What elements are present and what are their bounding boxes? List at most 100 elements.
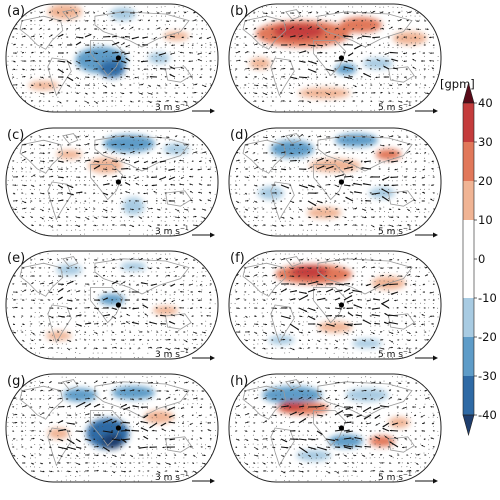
anomaly-region <box>45 331 72 341</box>
anomaly-region <box>307 207 342 219</box>
anomaly-region <box>56 150 83 159</box>
map-frame <box>228 373 442 483</box>
scale-label: 5 m s−1 <box>378 225 412 237</box>
anomaly-region <box>309 158 361 173</box>
anomaly-region <box>28 81 59 90</box>
panel-label: (a) <box>7 4 26 19</box>
scale-label: 5 m s−1 <box>378 348 412 360</box>
colorbar-segment <box>463 103 474 143</box>
colorbar-tick-label: 0 <box>478 252 486 266</box>
anomaly-region <box>163 143 190 155</box>
center-point-marker <box>115 302 122 308</box>
map-panel-g <box>5 373 219 483</box>
map-panel-d <box>228 127 442 237</box>
scale-label: 3 m s−1 <box>155 348 189 360</box>
reference-arrow <box>192 355 215 361</box>
panel-label: (g) <box>7 374 26 389</box>
anomaly-region <box>328 434 363 448</box>
map-panel-f <box>228 250 442 360</box>
panel-label: (h) <box>230 374 249 389</box>
colorbar-unit-label: [gpm] <box>440 77 475 91</box>
map-frame <box>5 250 219 360</box>
scale-label: 3 m s−1 <box>155 225 189 237</box>
colorbar-tick-label: 20 <box>478 174 493 188</box>
anomaly-region <box>257 186 284 200</box>
colorbar-tick-label: -20 <box>478 330 497 344</box>
map-frame <box>5 3 219 113</box>
reference-arrow <box>415 355 438 361</box>
scale-label: 5 m s−1 <box>378 471 412 483</box>
anomaly-region <box>369 435 395 447</box>
reference-arrow <box>415 108 438 114</box>
anomaly-region <box>249 58 271 69</box>
colorbar-segment <box>463 337 474 377</box>
map-panel-a <box>5 3 219 113</box>
anomaly-region <box>296 450 331 461</box>
scale-label: 5 m s−1 <box>378 101 412 113</box>
colorbar-segment <box>463 298 474 338</box>
anomaly-region <box>352 339 383 348</box>
map-frame <box>228 250 442 360</box>
colorbar-segment <box>463 376 474 416</box>
center-point-marker <box>115 55 122 61</box>
anomaly-region <box>56 264 83 276</box>
panel-label: (e) <box>7 251 26 266</box>
colorbar-tick-label: 30 <box>478 135 493 149</box>
reference-arrow <box>192 232 215 238</box>
map-frame <box>228 127 442 237</box>
reference-arrow <box>192 478 215 484</box>
map-frame <box>5 373 219 483</box>
anomaly-region <box>345 388 389 402</box>
center-point-marker <box>338 179 345 185</box>
map-panel-b <box>228 3 442 113</box>
colorbar-tick-label: 40 <box>478 96 493 110</box>
panel-label: (c) <box>7 128 25 143</box>
anomaly-region <box>317 321 353 333</box>
anomaly-region <box>148 52 170 64</box>
anomaly-region <box>290 265 329 279</box>
colorbar-segment <box>463 181 474 221</box>
map-panel-e <box>5 250 219 360</box>
panel-label: (b) <box>230 4 249 19</box>
anomaly-region <box>152 306 179 315</box>
anomaly-region <box>144 410 175 424</box>
center-point-marker <box>338 302 345 308</box>
anomaly-region <box>272 23 325 40</box>
colorbar-tick-label: -40 <box>478 408 497 422</box>
anomaly-region <box>47 4 83 20</box>
center-point-marker <box>338 55 345 61</box>
anomaly-region <box>262 386 323 404</box>
anomaly-region <box>109 7 136 21</box>
panel-label: (d) <box>230 128 249 143</box>
panel-label: (f) <box>230 251 245 266</box>
colorbar-tick-label: -30 <box>478 369 497 383</box>
reference-arrow <box>415 232 438 238</box>
anomaly-region <box>47 428 70 439</box>
reference-arrow <box>192 108 215 114</box>
anomaly-region <box>369 187 395 199</box>
center-point-marker <box>338 425 345 431</box>
map-frame <box>228 3 442 113</box>
map-panel-h <box>228 373 442 483</box>
anomaly-region <box>120 262 147 271</box>
anomaly-region <box>339 17 383 33</box>
anomaly-region <box>335 63 357 75</box>
anomaly-region <box>298 87 350 99</box>
colorbar-segment <box>463 259 474 299</box>
map-frame <box>5 127 219 237</box>
colorbar-tick-label: -10 <box>478 291 497 305</box>
colorbar-tick-label: 10 <box>478 213 493 227</box>
colorbar-segment <box>463 220 474 260</box>
center-point-marker <box>115 179 122 185</box>
anomaly-region <box>392 31 428 45</box>
colorbar-segment <box>463 142 474 182</box>
reference-arrow <box>415 478 438 484</box>
anomaly-region <box>111 386 155 400</box>
colorbar-min-extend <box>462 414 475 437</box>
center-point-marker <box>115 425 122 431</box>
anomaly-region <box>122 197 145 215</box>
anomaly-region <box>388 417 410 428</box>
anomaly-region <box>375 149 402 160</box>
anomaly-region <box>103 134 155 153</box>
map-panel-c <box>5 127 219 237</box>
